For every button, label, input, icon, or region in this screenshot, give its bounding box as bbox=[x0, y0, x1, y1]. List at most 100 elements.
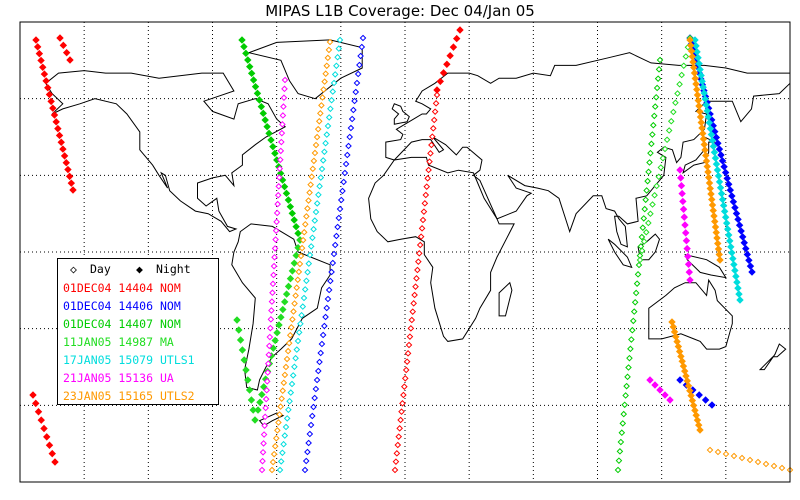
day-point-5 bbox=[275, 174, 283, 181]
day-point-1 bbox=[335, 214, 343, 222]
day-point-6 bbox=[303, 213, 310, 220]
day-point-5 bbox=[270, 262, 278, 270]
day-point-6 bbox=[289, 316, 296, 323]
day-point-2 bbox=[653, 84, 661, 92]
night-point-5 bbox=[683, 244, 691, 253]
day-point-6 bbox=[279, 387, 287, 395]
day-point-2 bbox=[628, 336, 635, 343]
night-point-0 bbox=[52, 118, 60, 126]
day-point-1 bbox=[358, 43, 366, 51]
night-point-2 bbox=[286, 202, 295, 211]
day-point-4 bbox=[303, 277, 310, 285]
night-point-0 bbox=[32, 399, 40, 408]
day-point-1 bbox=[348, 115, 356, 123]
legend-entry-1: 01DEC04 14404 NOM bbox=[63, 281, 181, 295]
night-point-2 bbox=[290, 216, 298, 224]
day-point-0 bbox=[432, 100, 440, 107]
day-point-6 bbox=[298, 244, 306, 252]
day-point-0 bbox=[413, 275, 420, 282]
day-point-2 bbox=[622, 392, 629, 399]
night-point-0 bbox=[39, 63, 47, 71]
night-point-0 bbox=[436, 77, 444, 86]
night-point-4 bbox=[716, 184, 725, 192]
day-point-2 bbox=[617, 438, 625, 446]
day-point-5 bbox=[259, 457, 266, 465]
night-point-6 bbox=[704, 168, 712, 176]
night-point-0 bbox=[45, 441, 54, 449]
day-point-4 bbox=[305, 260, 313, 267]
day-point-2 bbox=[652, 93, 660, 101]
day-point-6 bbox=[307, 181, 314, 188]
night-point-4 bbox=[704, 113, 713, 121]
day-point-3 bbox=[647, 210, 654, 218]
day-point-6 bbox=[286, 331, 294, 339]
day-point-4 bbox=[281, 432, 289, 439]
day-point-5 bbox=[276, 156, 284, 164]
day-point-1 bbox=[306, 430, 314, 438]
day-point-4 bbox=[334, 53, 341, 61]
day-point-4 bbox=[312, 208, 320, 216]
day-point-1 bbox=[314, 367, 322, 375]
night-point-4 bbox=[697, 71, 705, 80]
night-point-4 bbox=[735, 290, 743, 298]
day-point-1 bbox=[333, 232, 340, 240]
legend-entry-6: 21JAN05 15136 UA bbox=[63, 371, 174, 385]
night-point-0 bbox=[449, 43, 458, 51]
day-point-4 bbox=[277, 458, 285, 465]
day-point-6 bbox=[268, 466, 276, 474]
day-point-6 bbox=[314, 125, 322, 133]
night-point-2 bbox=[269, 142, 277, 151]
night-point-1 bbox=[708, 401, 716, 409]
night-point-0 bbox=[57, 138, 65, 146]
day-point-6 bbox=[304, 205, 311, 212]
day-point-6 bbox=[305, 197, 312, 204]
night-point-4 bbox=[725, 231, 733, 239]
day-point-1 bbox=[353, 79, 361, 87]
night-point-4 bbox=[708, 136, 717, 145]
night-point-0 bbox=[43, 433, 51, 441]
night-point-1 bbox=[740, 239, 748, 247]
night-point-4 bbox=[700, 89, 708, 97]
night-point-2 bbox=[251, 82, 260, 91]
day-point-6 bbox=[309, 165, 317, 173]
coastline-australia bbox=[648, 278, 733, 350]
day-point-2 bbox=[649, 131, 656, 138]
legend-day-label: Day bbox=[90, 262, 111, 276]
day-point-0 bbox=[429, 133, 436, 140]
night-point-2 bbox=[294, 229, 302, 238]
night-point-4 bbox=[713, 166, 722, 174]
night-point-3 bbox=[242, 366, 250, 374]
day-point-5 bbox=[268, 307, 275, 314]
day-point-4 bbox=[306, 251, 314, 259]
night-point-4 bbox=[732, 272, 740, 281]
day-point-6 bbox=[754, 458, 762, 466]
day-point-0 bbox=[411, 291, 418, 299]
day-point-0 bbox=[406, 333, 414, 340]
night-point-4 bbox=[724, 225, 732, 233]
night-point-2 bbox=[271, 149, 279, 158]
day-point-3 bbox=[659, 154, 667, 162]
day-point-6 bbox=[292, 292, 299, 299]
day-point-2 bbox=[626, 354, 633, 362]
night-point-4 bbox=[736, 296, 744, 304]
night-point-4 bbox=[711, 154, 720, 162]
night-point-0 bbox=[37, 56, 45, 65]
day-point-5 bbox=[278, 138, 285, 146]
coastline-uk bbox=[391, 103, 410, 125]
night-point-3 bbox=[238, 346, 247, 354]
day-point-6 bbox=[295, 268, 303, 276]
day-point-1 bbox=[345, 142, 352, 150]
day-point-5 bbox=[278, 129, 286, 137]
day-point-0 bbox=[398, 408, 405, 415]
day-point-0 bbox=[399, 400, 406, 407]
day-point-5 bbox=[279, 112, 287, 119]
day-point-6 bbox=[275, 419, 282, 426]
day-point-0 bbox=[419, 216, 427, 224]
day-point-2 bbox=[620, 410, 628, 418]
night-point-6 bbox=[706, 184, 714, 193]
day-point-4 bbox=[307, 243, 315, 250]
legend-entry-5: 17JAN05 15079 UTLS1 bbox=[63, 353, 195, 367]
night-point-1 bbox=[738, 233, 747, 241]
night-point-5 bbox=[684, 252, 692, 261]
night-point-4 bbox=[709, 142, 718, 151]
